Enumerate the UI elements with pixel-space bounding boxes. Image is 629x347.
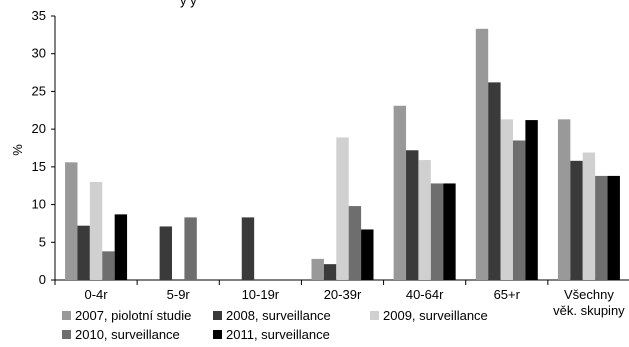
- bar: [443, 183, 456, 280]
- legend-label: 2011, surveillance: [226, 327, 330, 342]
- bar: [570, 160, 583, 280]
- y-tick-label: 30: [32, 46, 46, 61]
- bar: [114, 214, 128, 280]
- y-tick-label: 25: [32, 83, 46, 98]
- x-tick-label: 65+r: [494, 287, 521, 302]
- bar: [77, 225, 90, 280]
- y-tick-label: 20: [32, 121, 46, 136]
- bar: [595, 175, 608, 280]
- x-tick-label: Všechny: [564, 287, 614, 302]
- bar: [311, 258, 324, 280]
- bar: [430, 183, 444, 280]
- x-tick-label: 40-64r: [406, 287, 444, 302]
- legend-label: 2009, surveillance: [383, 308, 488, 323]
- bar: [241, 217, 255, 280]
- bar: [488, 82, 501, 280]
- bar: [475, 28, 489, 280]
- legend-label: 2007, piolotní studie: [75, 308, 191, 323]
- legend-label: 2008, surveillance: [226, 308, 331, 323]
- bar: [348, 206, 362, 280]
- x-tick-label: 0-4r: [85, 287, 109, 302]
- bar: [102, 251, 115, 280]
- legend: 2007, piolotní studie 2008, surveillance 2…: [62, 308, 488, 342]
- bar: [582, 152, 596, 280]
- legend-swatch: [370, 311, 379, 320]
- bar: [525, 120, 538, 280]
- bar: [557, 119, 571, 280]
- x-tick-label: 5-9r: [167, 287, 191, 302]
- bar: [184, 217, 197, 280]
- bar: [406, 150, 419, 280]
- bar: [159, 226, 173, 280]
- bar: [336, 137, 349, 280]
- legend-swatch: [62, 330, 71, 339]
- axes: 0 5 10 15 20 25 30 35% 0-4r 5-9r 10-19r 20-39r 40-64…: [10, 8, 629, 318]
- y-tick-label: 10: [32, 197, 46, 212]
- legend-swatch: [213, 330, 222, 339]
- bar: [418, 160, 431, 280]
- bar: [393, 105, 407, 280]
- legend-swatch: [213, 311, 222, 320]
- bar: [323, 264, 337, 280]
- bar: [89, 181, 103, 280]
- x-tick-label: 10-19r: [242, 287, 280, 302]
- x-tick-label: 20-39r: [324, 287, 362, 302]
- y-tick-label: 5: [39, 234, 46, 249]
- title-fragment: y y: [180, 0, 197, 8]
- legend-label: 2010, surveillance: [75, 327, 180, 342]
- x-tick-label: věk. skupiny: [553, 303, 625, 318]
- bars: [65, 28, 620, 280]
- bar: [65, 162, 78, 280]
- bar: [512, 140, 526, 280]
- y-tick-label: 15: [32, 159, 46, 174]
- y-tick-label: 35: [32, 8, 46, 23]
- bar: [607, 175, 620, 280]
- bar: [361, 229, 374, 280]
- legend-swatch: [62, 311, 71, 320]
- y-axis-label: %: [10, 144, 25, 156]
- bar: [500, 119, 513, 280]
- y-tick-label: 0: [39, 272, 46, 287]
